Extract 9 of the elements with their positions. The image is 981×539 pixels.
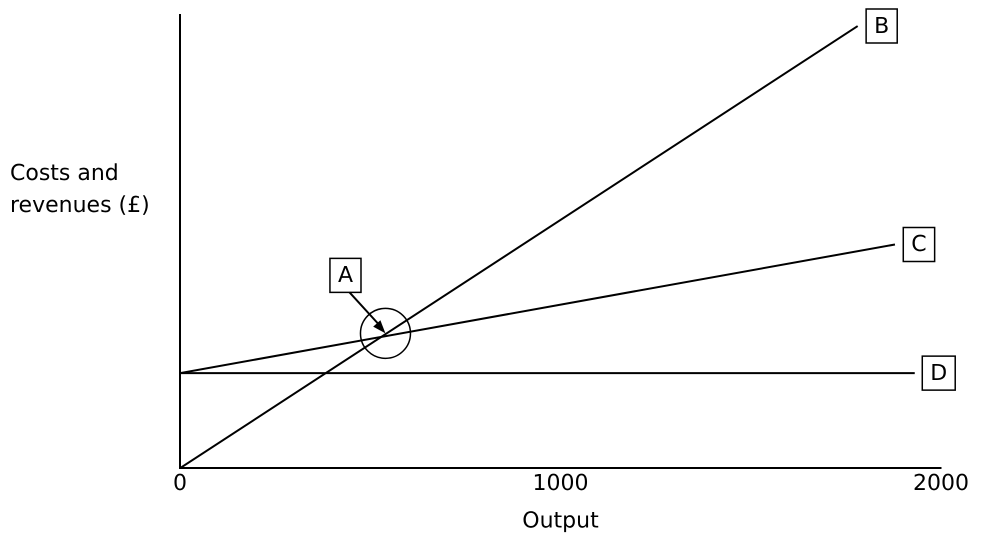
x-tick-label: 1000: [532, 471, 588, 496]
series-label: C: [911, 232, 927, 258]
x-tick-label: 0: [173, 471, 187, 496]
annotation: A: [338, 263, 353, 288]
series-label: B: [874, 14, 890, 39]
y-axis-title: Costs and revenues (£): [10, 160, 151, 220]
x-tick-label: 2000: [913, 471, 969, 496]
series-label: D: [930, 360, 948, 386]
x-axis-title: Output: [522, 508, 600, 534]
